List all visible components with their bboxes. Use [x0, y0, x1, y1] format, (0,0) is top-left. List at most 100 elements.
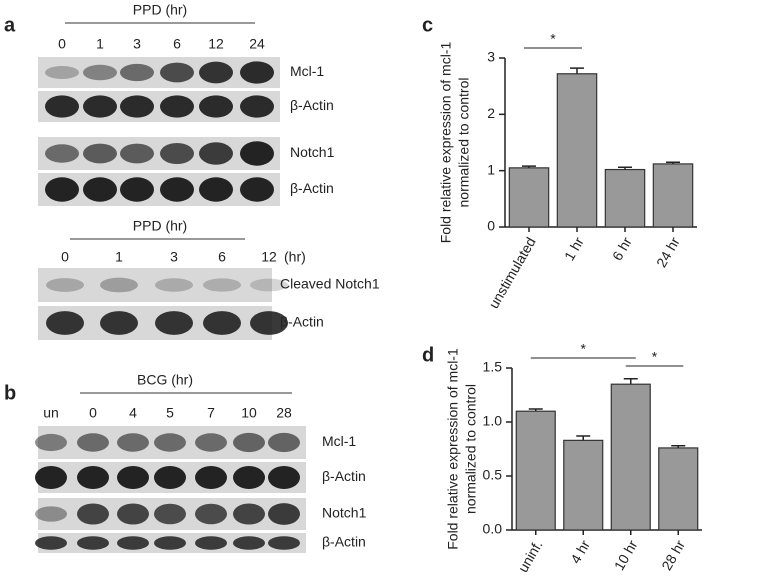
- band: [268, 503, 300, 525]
- unit-label: (hr): [284, 249, 306, 265]
- x-tick-label: 24 hr: [653, 234, 683, 270]
- band: [268, 432, 300, 453]
- band: [155, 278, 193, 292]
- row-label: β-Actin: [290, 97, 334, 113]
- lane-label: 0: [61, 249, 69, 265]
- row-label: β-Actin: [322, 534, 366, 550]
- error-bar: [528, 408, 543, 412]
- panel-label: b: [4, 382, 16, 404]
- band: [35, 506, 67, 522]
- band: [195, 433, 227, 452]
- band: [154, 503, 186, 525]
- y-tick-label: 1.0: [483, 413, 503, 429]
- blot-strip: [38, 268, 272, 302]
- y-axis-label: Fold relative expression of mcl-1: [438, 42, 454, 244]
- band: [120, 143, 154, 164]
- lane-label: un: [43, 405, 59, 421]
- band: [120, 177, 154, 202]
- band: [199, 142, 233, 165]
- error-bar: [671, 445, 686, 448]
- y-axis-label: normalized to control: [456, 78, 472, 208]
- band: [120, 95, 154, 118]
- bar: [556, 73, 598, 228]
- blot-header: BCG (hr): [137, 372, 193, 388]
- band: [117, 433, 149, 452]
- band: [77, 536, 109, 550]
- panel-label: a: [4, 14, 16, 36]
- band: [199, 95, 233, 118]
- band: [77, 466, 109, 489]
- band: [160, 95, 194, 118]
- y-tick-label: 0: [487, 218, 495, 234]
- bar: [610, 383, 651, 531]
- band: [268, 536, 300, 550]
- row-label: Notch1: [290, 144, 335, 160]
- lane-label: 0: [58, 36, 66, 52]
- lane-label: 6: [218, 249, 226, 265]
- panel-label: c: [422, 14, 433, 36]
- band: [117, 466, 149, 489]
- lane-label: 10: [241, 405, 257, 421]
- significance-star: *: [652, 349, 658, 365]
- band: [195, 466, 227, 489]
- band: [240, 61, 274, 84]
- band: [46, 278, 84, 292]
- row-label: β-Actin: [280, 314, 324, 330]
- band: [233, 466, 265, 489]
- band: [35, 466, 67, 489]
- lane-label: 4: [129, 405, 137, 421]
- bar: [652, 163, 694, 228]
- band: [117, 503, 149, 525]
- band: [45, 177, 79, 202]
- y-tick-label: 3: [487, 49, 495, 65]
- y-tick-label: 1: [487, 161, 495, 177]
- lane-label: 24: [249, 36, 265, 52]
- y-tick-label: 0.0: [483, 521, 503, 537]
- x-tick-label: 10 hr: [611, 537, 641, 573]
- band: [46, 311, 84, 335]
- band: [240, 177, 274, 202]
- band: [77, 503, 109, 525]
- band: [250, 311, 288, 335]
- x-tick-label: 6 hr: [609, 234, 635, 263]
- panel-label: d: [422, 344, 434, 366]
- error-bar: [522, 165, 536, 168]
- row-label: β-Actin: [290, 180, 334, 196]
- band: [203, 311, 241, 335]
- x-tick-label: 1 hr: [561, 234, 587, 263]
- band: [83, 143, 117, 164]
- band: [233, 536, 265, 550]
- band: [154, 466, 186, 489]
- bar: [515, 410, 556, 531]
- band: [250, 278, 288, 292]
- lane-label: 6: [173, 36, 181, 52]
- band: [45, 144, 79, 163]
- band: [240, 95, 274, 118]
- bar: [563, 439, 604, 531]
- band: [195, 503, 227, 525]
- band: [45, 95, 79, 118]
- band: [199, 177, 233, 202]
- band: [268, 466, 300, 489]
- x-tick-label: 28 hr: [658, 537, 688, 573]
- band: [45, 65, 79, 80]
- x-tick-label: 4 hr: [567, 537, 593, 566]
- bar: [658, 447, 699, 531]
- row-label: Mcl-1: [290, 63, 324, 79]
- band: [203, 278, 241, 292]
- row-label: Cleaved Notch1: [280, 276, 380, 292]
- error-bar: [576, 435, 591, 441]
- lane-label: 12: [261, 249, 277, 265]
- band: [199, 61, 233, 84]
- band: [240, 141, 274, 166]
- significance-star: *: [550, 31, 556, 47]
- error-bar: [570, 67, 584, 74]
- band: [83, 95, 117, 118]
- lane-label: 1: [96, 36, 104, 52]
- bar: [604, 168, 646, 228]
- band: [160, 177, 194, 202]
- y-axis-label: normalized to control: [463, 384, 479, 514]
- band: [100, 311, 138, 335]
- row-label: Mcl-1: [322, 433, 356, 449]
- bar: [508, 167, 550, 228]
